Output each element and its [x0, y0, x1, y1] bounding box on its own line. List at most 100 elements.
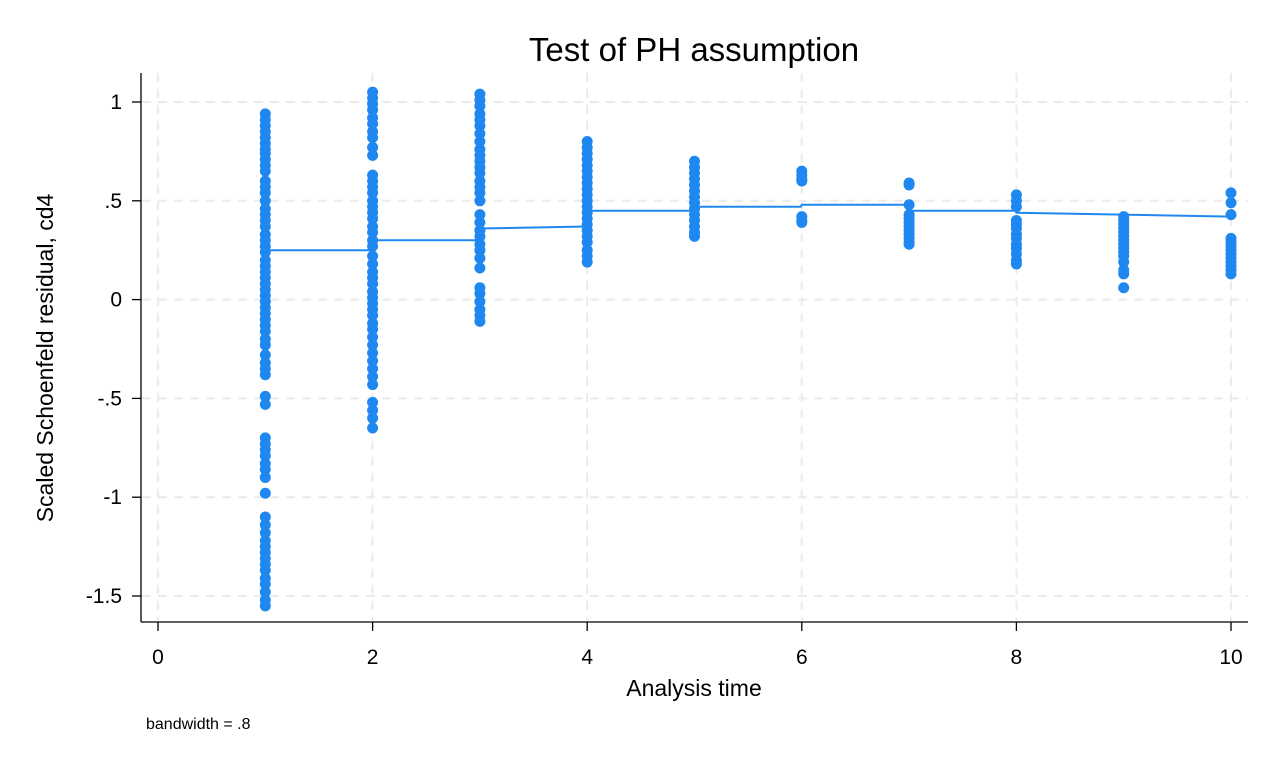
data-point — [367, 396, 379, 408]
data-point — [474, 262, 486, 274]
x-axis-title: Analysis time — [626, 675, 761, 701]
data-point — [474, 209, 486, 221]
data-point — [474, 288, 486, 300]
data-point — [367, 278, 379, 290]
data-point — [367, 309, 379, 321]
data-point — [367, 104, 379, 116]
data-point — [474, 296, 486, 308]
data-point — [1225, 187, 1237, 199]
data-point — [367, 118, 379, 130]
data-point — [259, 578, 271, 590]
data-point — [474, 252, 486, 264]
x-tick-label: 4 — [581, 646, 593, 669]
data-point — [259, 187, 271, 199]
data-point — [367, 149, 379, 161]
data-point — [367, 226, 379, 238]
data-point — [259, 220, 271, 232]
data-point — [367, 347, 379, 359]
data-point — [367, 371, 379, 383]
data-point — [259, 246, 271, 258]
data-point — [367, 258, 379, 270]
data-point — [903, 179, 915, 191]
scatter-points — [259, 86, 1237, 612]
data-point — [796, 175, 808, 187]
data-point — [367, 355, 379, 367]
x-tick-label: 8 — [1011, 646, 1023, 669]
data-point — [1118, 256, 1130, 268]
data-point — [474, 244, 486, 256]
y-tick-label: .5 — [104, 190, 122, 213]
data-point — [1225, 209, 1237, 221]
y-axis-title: Scaled Schoenfeld residual, cd4 — [32, 193, 58, 522]
data-point — [367, 141, 379, 153]
data-point — [689, 230, 700, 242]
data-point — [259, 527, 271, 539]
data-point — [259, 195, 271, 207]
data-point — [259, 450, 271, 462]
data-point — [259, 325, 271, 337]
data-point — [367, 323, 379, 335]
x-tick-label: 0 — [152, 646, 164, 669]
data-point — [474, 195, 486, 207]
data-point — [1225, 268, 1237, 280]
data-point — [259, 511, 271, 523]
data-point — [474, 136, 486, 148]
data-point — [259, 398, 271, 410]
data-point — [367, 404, 379, 416]
data-point — [367, 363, 379, 375]
data-point — [367, 187, 379, 199]
y-tick-label: -1 — [103, 486, 122, 509]
x-tick-label: 2 — [367, 646, 379, 669]
chart-title: Test of PH assumption — [529, 31, 859, 68]
data-point — [1118, 282, 1130, 294]
data-point — [474, 128, 486, 140]
fit-line-path — [265, 203, 1232, 252]
data-point — [474, 217, 486, 229]
data-point — [903, 238, 915, 250]
data-point — [259, 586, 271, 598]
data-point — [259, 600, 271, 612]
data-point — [1010, 258, 1022, 270]
data-point — [367, 240, 379, 252]
data-point — [367, 412, 379, 424]
data-point — [259, 487, 271, 499]
data-point — [259, 390, 271, 402]
data-point — [367, 132, 379, 144]
data-point — [367, 379, 379, 391]
data-point — [259, 464, 271, 476]
data-point — [1010, 201, 1022, 213]
bandwidth-note: bandwidth = .8 — [146, 716, 251, 733]
grid-lines — [142, 73, 1248, 621]
smoothed-fit-line — [265, 203, 1232, 252]
data-point — [367, 422, 379, 434]
data-point — [259, 339, 271, 351]
data-point — [474, 120, 486, 132]
data-point — [1118, 268, 1130, 280]
data-point — [367, 213, 379, 225]
data-point — [259, 369, 271, 381]
data-point — [474, 167, 486, 179]
data-point — [259, 165, 271, 177]
data-point — [581, 236, 593, 248]
data-point — [259, 564, 271, 576]
axes — [132, 73, 1248, 631]
y-tick-label: -.5 — [97, 387, 122, 410]
data-point — [581, 256, 593, 268]
data-point — [259, 349, 271, 361]
data-point — [367, 250, 379, 262]
data-point — [367, 339, 379, 351]
data-point — [259, 519, 271, 531]
data-point — [367, 331, 379, 343]
x-tick-label: 6 — [796, 646, 808, 669]
data-point — [474, 187, 486, 199]
y-tick-label: 0 — [110, 289, 122, 312]
data-point — [1225, 197, 1237, 209]
y-tick-label: -1.5 — [86, 585, 122, 608]
tick-labels: 0 2 4 6 8 10 -1.5 -1 -.5 0 .5 1 — [86, 91, 1243, 669]
x-tick-label: 10 — [1219, 646, 1242, 669]
y-tick-label: 1 — [110, 91, 122, 114]
data-point — [903, 199, 915, 211]
data-point — [474, 100, 486, 112]
data-point — [474, 230, 486, 242]
